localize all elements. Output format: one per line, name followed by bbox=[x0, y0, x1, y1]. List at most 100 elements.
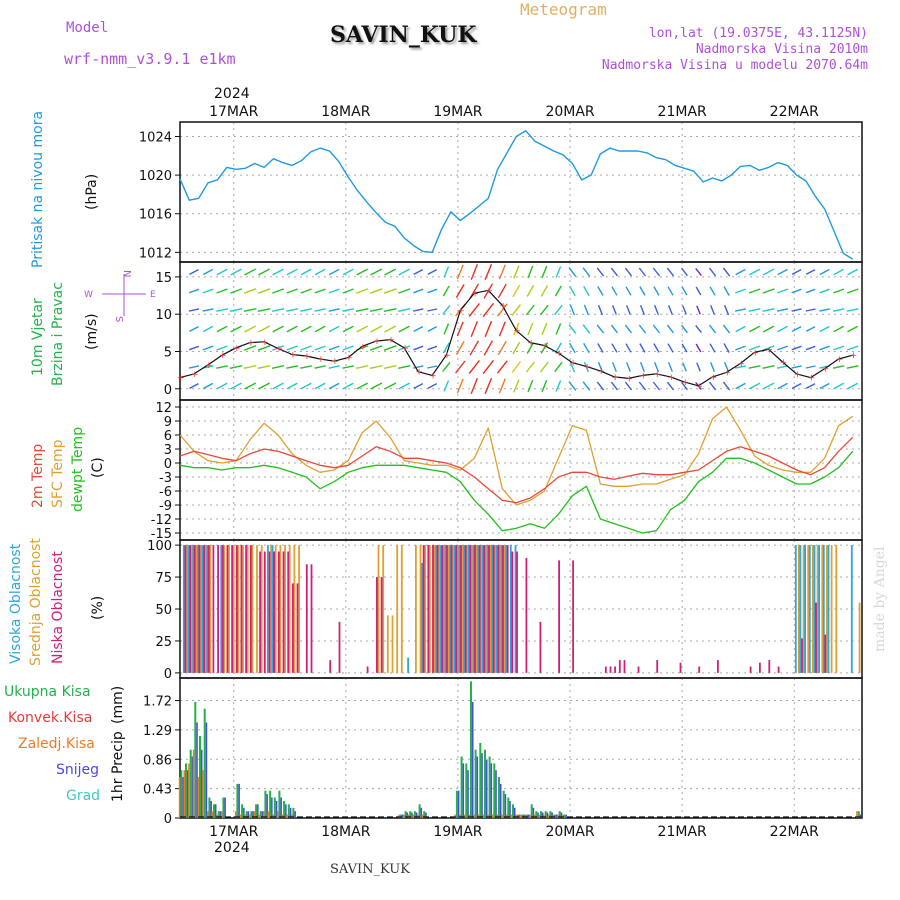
wind-arrow bbox=[216, 288, 228, 294]
wind-arrow bbox=[748, 365, 761, 369]
cloud-mid-bar bbox=[270, 545, 272, 673]
wind-arrow bbox=[300, 382, 312, 390]
precip-total-bar bbox=[563, 814, 566, 818]
cloud-mid-bar bbox=[288, 545, 291, 673]
precip-snow-bar bbox=[201, 749, 203, 818]
precip-snow-bar bbox=[518, 814, 521, 818]
wind-gust-marker: + bbox=[261, 338, 269, 348]
precip-snow-bar bbox=[532, 807, 535, 818]
cloud-low-bar bbox=[338, 621, 341, 673]
cloud-mid-bar bbox=[228, 545, 230, 673]
wind-arrow bbox=[272, 382, 284, 390]
wind-arrow bbox=[748, 345, 761, 351]
cloud-mid-bar bbox=[798, 545, 800, 673]
precip-snow-bar bbox=[257, 804, 259, 818]
wind-arrow bbox=[188, 308, 200, 312]
precip-frz-bar bbox=[276, 811, 279, 818]
wind-arrow bbox=[597, 304, 604, 316]
wind-arrow bbox=[625, 305, 631, 315]
wind-arrow bbox=[695, 324, 702, 334]
cloud-low-bar bbox=[282, 551, 285, 673]
wind-arrow bbox=[734, 308, 747, 312]
wind-arrow bbox=[791, 365, 802, 369]
wind-arrow bbox=[398, 308, 411, 312]
cloud-low-bar bbox=[432, 545, 434, 673]
wind-arrow bbox=[243, 288, 257, 294]
cloud-mid-bar bbox=[826, 545, 828, 673]
wind-arrow bbox=[443, 266, 450, 278]
wind-arrow bbox=[455, 284, 465, 298]
wind-arrow bbox=[777, 325, 788, 333]
cloud-high-bar bbox=[467, 545, 470, 673]
wind-arrow bbox=[456, 378, 464, 394]
cloud-low-bar bbox=[380, 577, 383, 673]
wind-arrow bbox=[638, 267, 647, 277]
wind-arrow bbox=[442, 342, 450, 354]
cloud-high-bar bbox=[491, 545, 493, 673]
wind-arrow bbox=[342, 345, 354, 351]
wind-barbs bbox=[188, 263, 859, 395]
temp2m-series bbox=[179, 436, 854, 504]
wind-arrow bbox=[442, 285, 450, 297]
wind-gust-marker: + bbox=[177, 374, 185, 384]
wind-arrow bbox=[383, 308, 397, 312]
wind-arrow bbox=[286, 382, 298, 390]
wind-ytick-label: 0 bbox=[164, 383, 172, 398]
wind-gust-marker: + bbox=[219, 351, 227, 361]
wind-arrow bbox=[762, 382, 775, 390]
precip-frz-bar bbox=[496, 814, 498, 818]
wind-arrow bbox=[734, 365, 747, 369]
wind-arrow bbox=[791, 288, 802, 294]
precip-snow-bar bbox=[406, 812, 409, 818]
wind-arrow bbox=[427, 365, 438, 369]
precip-frz-bar bbox=[510, 814, 512, 818]
precip-total-bar bbox=[273, 797, 276, 818]
wind-arrow bbox=[427, 325, 438, 333]
wind-arrow bbox=[681, 286, 688, 296]
cloud-low-bar bbox=[768, 660, 771, 673]
cloud-high-bar bbox=[463, 545, 465, 673]
wind-arrow bbox=[682, 362, 687, 372]
precip-frz-bar bbox=[473, 814, 475, 818]
wind-arrow bbox=[624, 267, 633, 277]
precip-snow-bar bbox=[289, 807, 292, 818]
cloud-low-bar bbox=[460, 545, 462, 673]
precip-snow-bar bbox=[546, 812, 549, 818]
wind-arrow bbox=[300, 288, 312, 294]
cloud-mid-bar bbox=[457, 545, 459, 673]
wind-arrow bbox=[554, 285, 562, 297]
cloud-high-bar bbox=[271, 545, 274, 673]
wind-arrow bbox=[777, 382, 788, 390]
wind-arrow bbox=[735, 345, 746, 351]
wind-arrow bbox=[369, 308, 383, 312]
wind-arrow bbox=[427, 382, 438, 390]
wind-arrow bbox=[300, 345, 312, 351]
pressure-frame bbox=[179, 121, 863, 263]
wind-arrow bbox=[569, 361, 576, 373]
cloud-low-bar bbox=[231, 545, 233, 673]
cloud-low-bar bbox=[450, 545, 453, 673]
cloud-mid-bar bbox=[807, 545, 810, 673]
wind-gust-marker: + bbox=[485, 286, 493, 296]
cloud-high-bar bbox=[453, 545, 456, 673]
cloud-high-bar bbox=[495, 545, 498, 673]
pressure-ytick-label: 1016 bbox=[139, 208, 172, 223]
precip-frz-bar bbox=[192, 749, 195, 818]
precip-total-bar bbox=[245, 811, 248, 818]
wind-arrow bbox=[258, 268, 271, 276]
wind-arrow bbox=[610, 324, 619, 334]
cloud-high-bar bbox=[458, 545, 461, 673]
wind-arrow bbox=[456, 321, 464, 337]
wind-arrow bbox=[286, 325, 298, 333]
precip-snow-bar bbox=[219, 811, 222, 818]
precip-snow-bar bbox=[481, 753, 483, 818]
cloud-low-bar bbox=[777, 666, 780, 673]
wind-arrow bbox=[398, 288, 411, 294]
cloud-mid-bar bbox=[475, 545, 478, 673]
wind-gust-marker: + bbox=[653, 370, 661, 380]
precip-frz-bar bbox=[417, 814, 419, 818]
wind-arrow bbox=[819, 308, 830, 312]
cloud-mid-bar bbox=[812, 545, 814, 673]
wind-arrow bbox=[513, 379, 520, 393]
station-title: SAVIN_KUK bbox=[330, 22, 477, 48]
